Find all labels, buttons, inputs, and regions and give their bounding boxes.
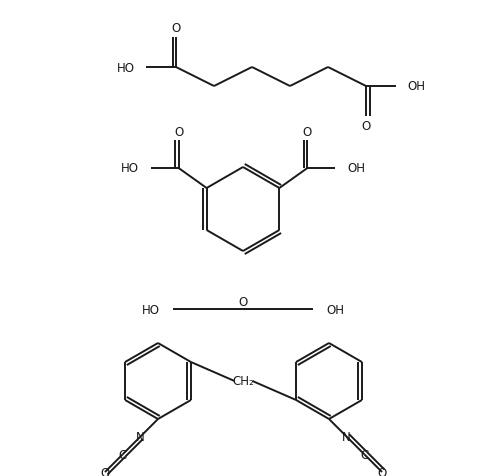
Text: C: C: [118, 448, 127, 461]
Text: O: O: [377, 466, 387, 476]
Text: O: O: [174, 125, 183, 138]
Text: C: C: [360, 448, 369, 461]
Text: HO: HO: [117, 61, 135, 74]
Text: O: O: [171, 22, 181, 35]
Text: HO: HO: [142, 303, 160, 316]
Text: N: N: [342, 430, 351, 443]
Text: OH: OH: [326, 303, 344, 316]
Text: N: N: [136, 430, 145, 443]
Text: O: O: [100, 466, 110, 476]
Text: CH₂: CH₂: [233, 375, 254, 387]
Text: OH: OH: [347, 162, 365, 175]
Text: O: O: [361, 119, 371, 132]
Text: O: O: [238, 296, 247, 309]
Text: OH: OH: [407, 80, 425, 93]
Text: HO: HO: [121, 162, 139, 175]
Text: O: O: [303, 125, 312, 138]
